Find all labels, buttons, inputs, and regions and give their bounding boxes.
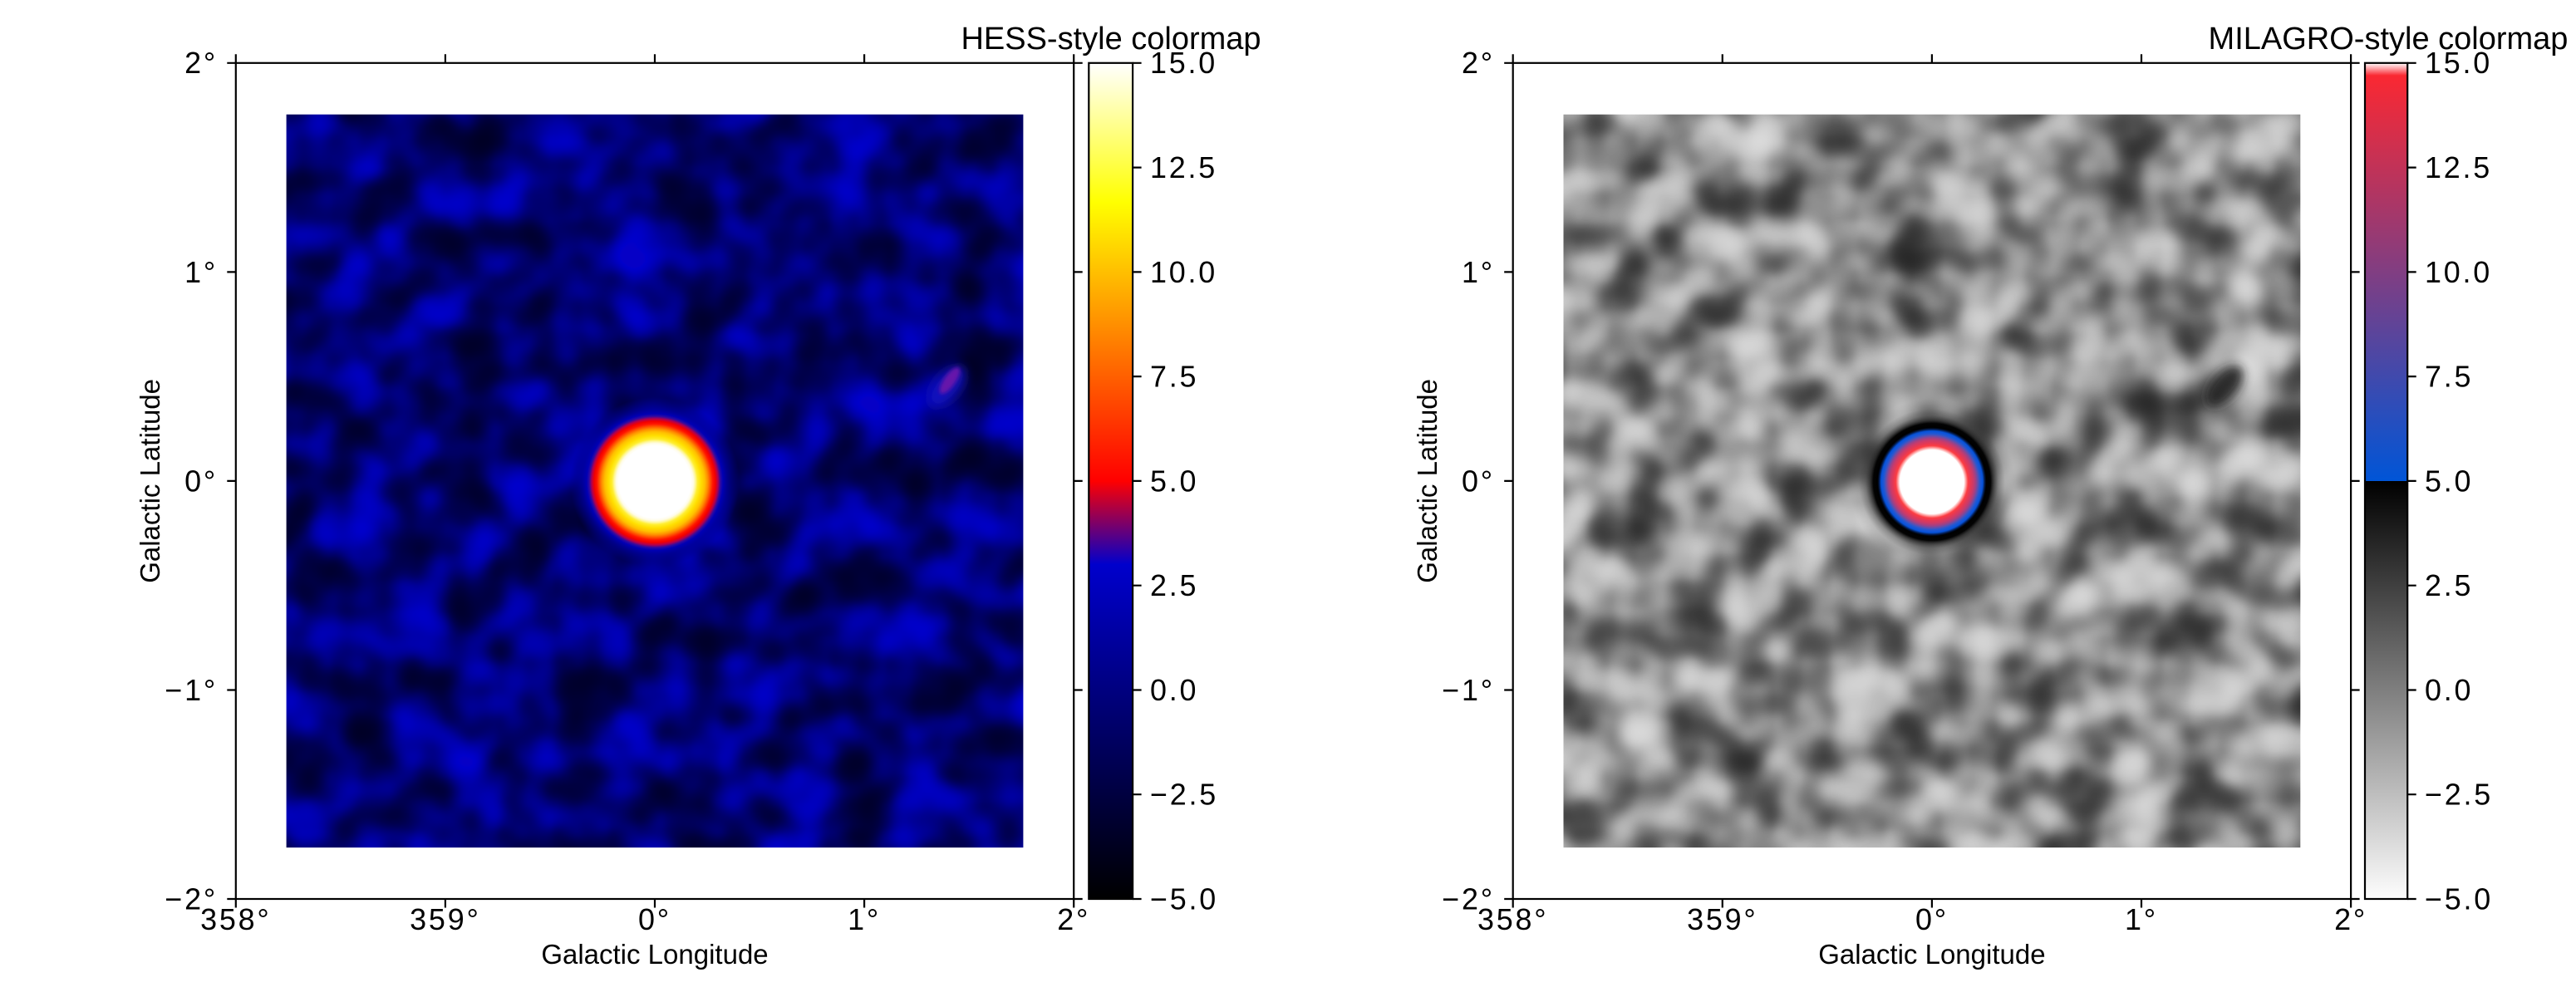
svg-text:Galactic Latitude: Galactic Latitude [135,379,165,583]
svg-text:2°: 2° [1462,47,1495,80]
svg-text:359°: 359° [1687,903,1757,936]
svg-text:HESS-style colormap: HESS-style colormap [961,22,1261,56]
svg-text:15.0: 15.0 [1150,47,1217,80]
svg-text:2.5: 2.5 [2425,569,2473,602]
svg-text:0°: 0° [1462,464,1495,498]
svg-text:0.0: 0.0 [2425,674,2473,707]
svg-text:−1°: −1° [165,674,218,707]
svg-text:MILAGRO-style colormap: MILAGRO-style colormap [2209,22,2569,56]
svg-text:2°: 2° [184,47,218,80]
svg-text:−5.0: −5.0 [1150,882,1218,916]
svg-text:−2.5: −2.5 [1150,778,1218,812]
svg-text:10.0: 10.0 [1150,256,1217,289]
svg-text:0°: 0° [1915,903,1949,936]
svg-text:0.0: 0.0 [1150,674,1198,707]
svg-text:5.0: 5.0 [2425,464,2473,498]
svg-text:−5.0: −5.0 [2425,882,2493,916]
svg-text:Galactic Longitude: Galactic Longitude [1818,939,2045,970]
svg-text:0°: 0° [184,464,218,498]
svg-text:10.0: 10.0 [2425,256,2492,289]
svg-text:358°: 358° [1477,903,1548,936]
svg-text:1°: 1° [2125,903,2158,936]
svg-text:5.0: 5.0 [1150,464,1198,498]
svg-text:−2°: −2° [165,882,218,916]
svg-text:15.0: 15.0 [2425,47,2492,80]
svg-text:1°: 1° [184,256,218,289]
svg-text:7.5: 7.5 [2425,361,2473,394]
svg-text:−2°: −2° [1442,882,1495,916]
svg-text:Galactic Longitude: Galactic Longitude [541,939,768,970]
svg-text:Galactic Latitude: Galactic Latitude [1412,379,1443,583]
svg-text:7.5: 7.5 [1150,361,1198,394]
svg-text:1°: 1° [1462,256,1495,289]
svg-text:12.5: 12.5 [1150,151,1217,184]
svg-text:359°: 359° [410,903,480,936]
svg-text:12.5: 12.5 [2425,151,2492,184]
svg-text:0°: 0° [638,903,671,936]
svg-text:2°: 2° [1057,903,1090,936]
svg-text:2.5: 2.5 [1150,569,1198,602]
svg-text:1°: 1° [848,903,881,936]
svg-text:358°: 358° [200,903,271,936]
svg-text:−1°: −1° [1442,674,1495,707]
svg-text:2°: 2° [2334,903,2367,936]
svg-text:−2.5: −2.5 [2425,778,2493,812]
